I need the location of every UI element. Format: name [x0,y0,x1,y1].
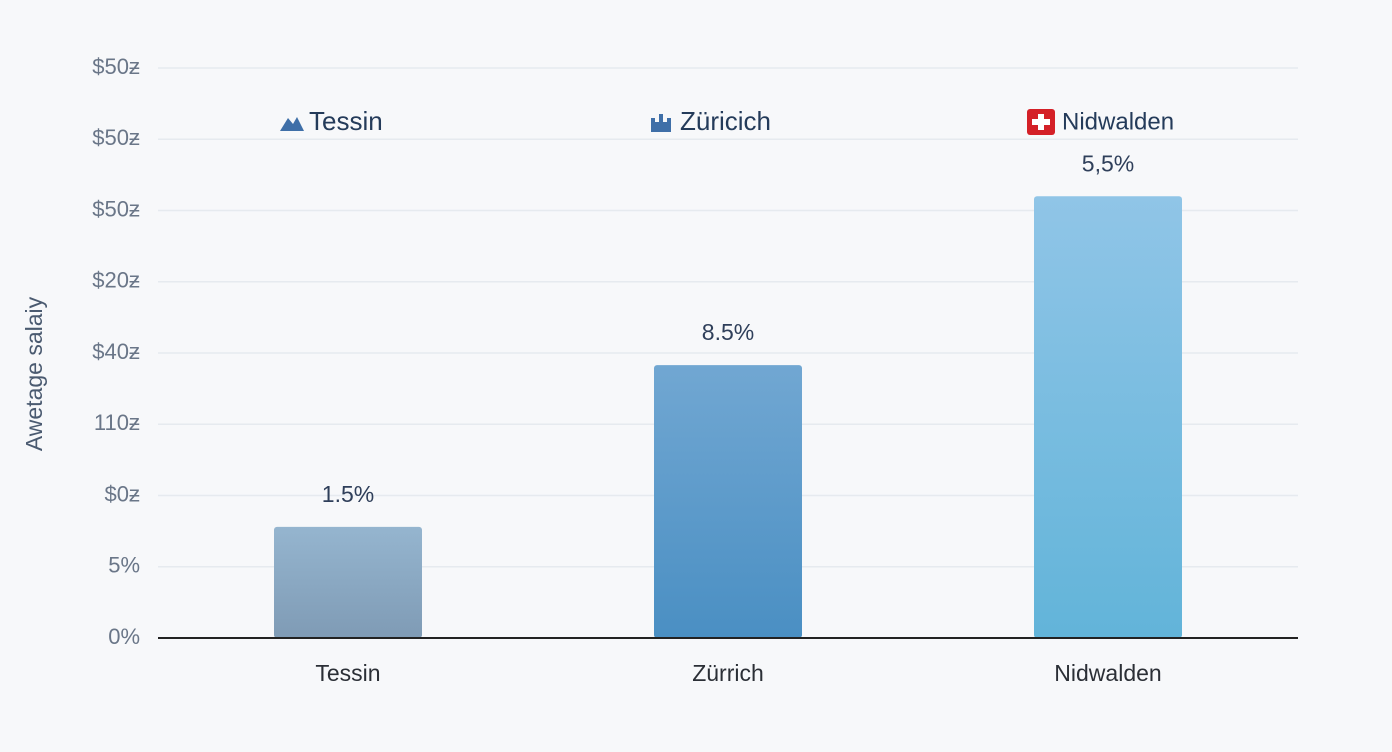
y-axis-label: Awetage salaiy [21,296,47,451]
data-label: 8.5% [702,319,754,345]
y-tick-label: $40ƶ [92,339,140,364]
y-tick-label: $20ƶ [92,268,140,293]
legend-label: Nidwalden [1062,108,1174,135]
y-tick-label: $50ƶ [92,196,140,221]
y-tick-label: 5% [108,553,140,578]
bar [1034,196,1182,638]
legend-label: Züricich [680,106,771,136]
y-tick-label: $50ƶ [92,125,140,150]
y-tick-label: $0ƶ [105,481,140,506]
bar [654,365,802,638]
y-tick-label: $50ƶ [92,54,140,79]
y-tick-label: 0% [108,624,140,649]
legend-label: Tessin [309,106,383,136]
legend-icon [280,117,304,131]
x-tick-label: Nidwalden [1054,660,1161,686]
legend-icon-cross [1032,114,1050,130]
bar [274,526,422,638]
y-tick-label: 110ƶ [94,410,140,435]
data-label: 5,5% [1082,150,1134,176]
data-label: 1.5% [322,481,374,507]
x-tick-label: Zürrich [692,660,764,686]
x-tick-label: Tessin [315,660,380,686]
legend-icon [651,114,671,132]
